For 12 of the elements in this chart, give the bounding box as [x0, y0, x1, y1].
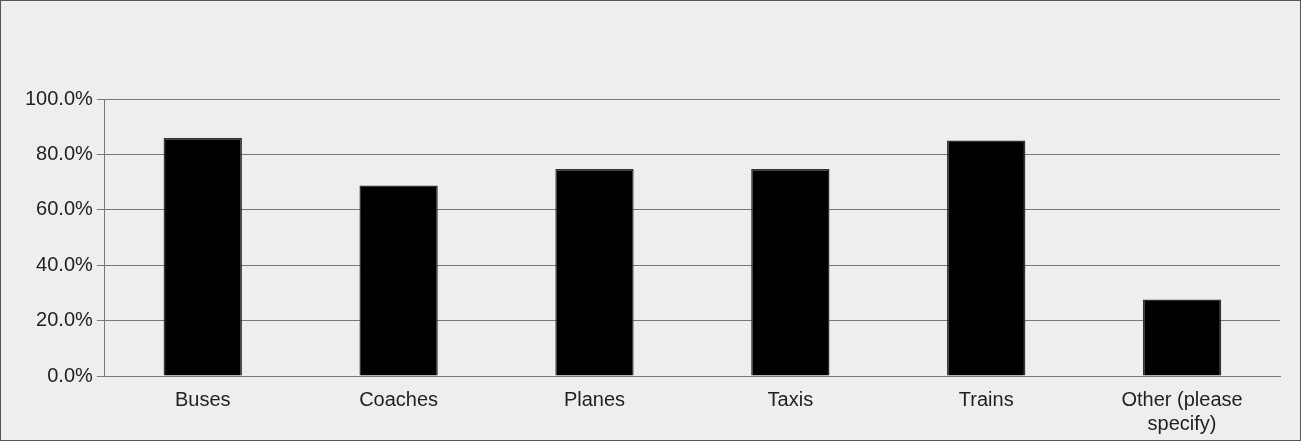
y-tick-label: 80.0%	[36, 141, 94, 164]
x-tick-label: Planes	[563, 387, 626, 410]
x-tick-label: Taxis	[767, 387, 814, 410]
y-tick-label: 40.0%	[36, 252, 94, 275]
x-tick-label: Trains	[958, 387, 1014, 410]
y-tick-label: 100.0%	[24, 86, 94, 109]
y-tick-label: 60.0%	[36, 197, 94, 220]
x-tick-label: Buses	[174, 387, 231, 410]
y-tick-label: 0.0%	[47, 363, 94, 386]
y-tick-label: 20.0%	[36, 308, 94, 331]
x-tick-label: Other (please specify)	[1121, 387, 1243, 434]
x-tick-label: Coaches	[359, 387, 439, 410]
